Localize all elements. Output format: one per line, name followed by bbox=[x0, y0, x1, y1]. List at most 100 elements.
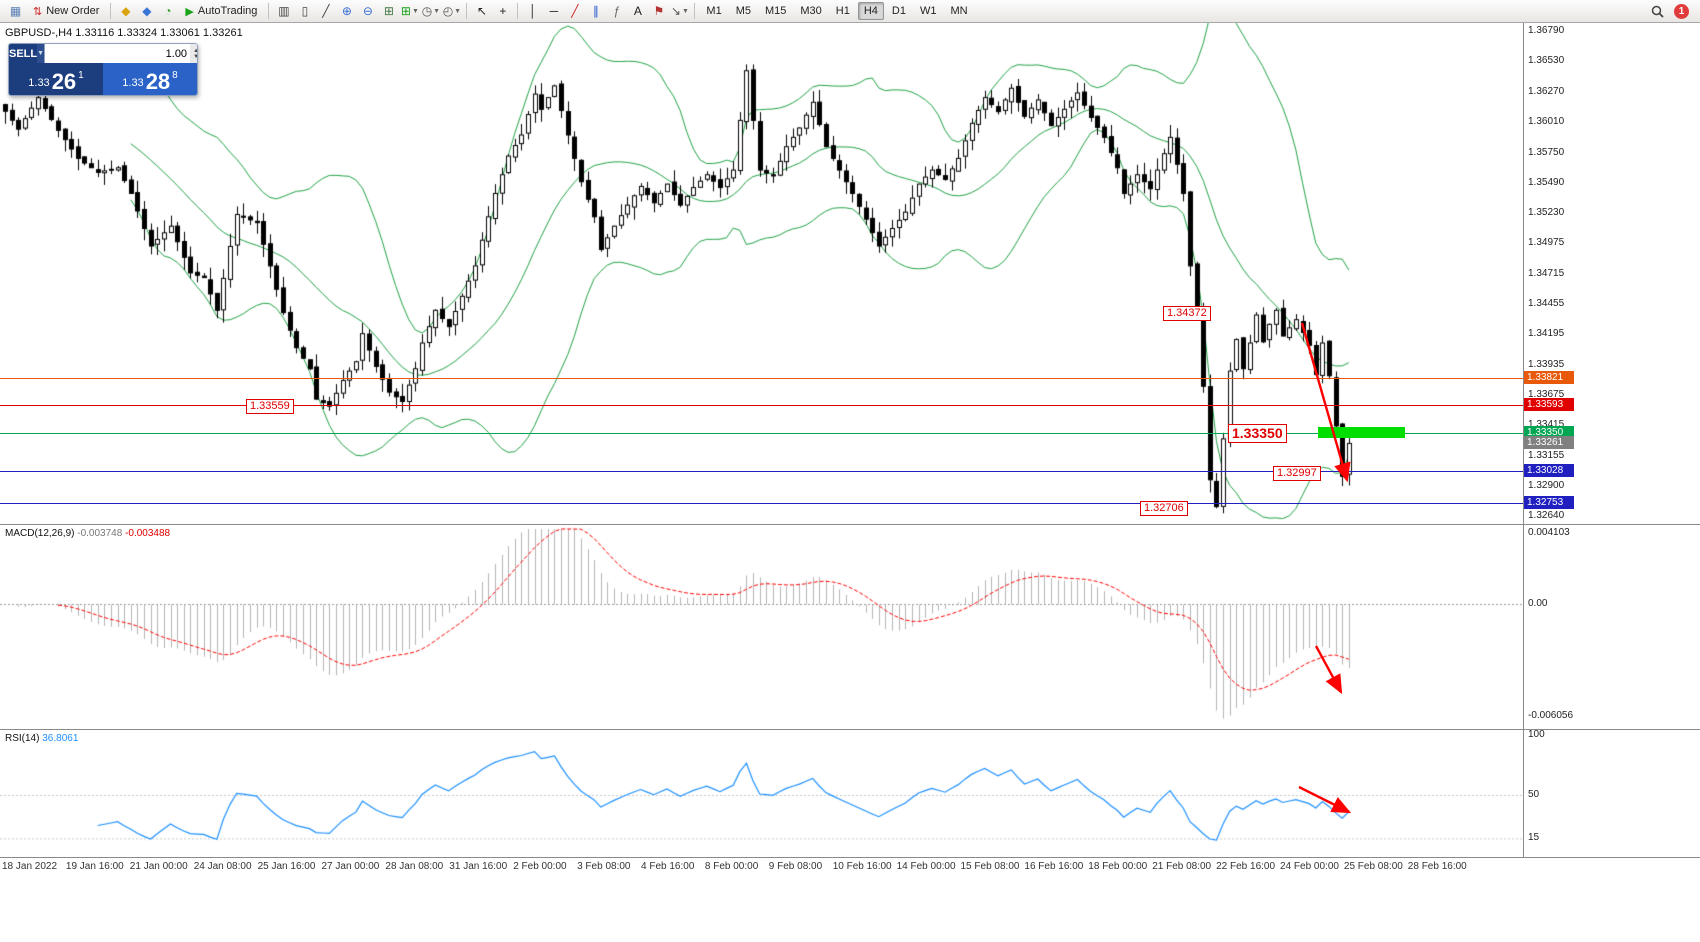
line-chart-icon[interactable]: ╱ bbox=[315, 2, 336, 21]
price-axis-label: 1.36270 bbox=[1528, 85, 1565, 97]
price-level-line[interactable] bbox=[0, 405, 1523, 406]
sell-button[interactable]: SELL bbox=[9, 44, 38, 63]
chevron-down-icon: ▼ bbox=[411, 7, 419, 15]
buy-price-point: 8 bbox=[172, 70, 178, 81]
cursor-icon[interactable]: ↖ bbox=[471, 2, 492, 21]
time-axis-label: 14 Feb 00:00 bbox=[896, 861, 956, 872]
search-icon[interactable] bbox=[1647, 2, 1668, 21]
equidistant-channel-icon[interactable]: ∥ bbox=[585, 2, 606, 21]
sell-price-figure: 1.33 bbox=[28, 77, 50, 89]
timeframe-h4[interactable]: H4 bbox=[857, 2, 884, 20]
buy-price-button[interactable]: 1.33 28 8 bbox=[103, 63, 197, 95]
price-callout-label[interactable]: 1.34372 bbox=[1163, 306, 1211, 321]
price-callout-label[interactable]: 1.32706 bbox=[1140, 501, 1188, 516]
price-level-tag: 1.33350 bbox=[1524, 426, 1574, 440]
price-callout-label[interactable]: 1.33350 bbox=[1228, 424, 1287, 443]
text-icon: A bbox=[633, 4, 642, 18]
new-chart-button[interactable]: ⊞ ▼ bbox=[399, 2, 420, 21]
vertical-line-icon: │ bbox=[529, 4, 537, 18]
autotrading-button[interactable]: ▶ AutoTrading bbox=[178, 2, 264, 21]
equidistant-channel-icon: ∥ bbox=[592, 4, 599, 18]
rsi-value: 36.8061 bbox=[42, 733, 79, 744]
profiles-icon[interactable]: ◷ ▼ bbox=[420, 2, 441, 21]
time-axis-label: 18 Jan 2022 bbox=[2, 861, 58, 872]
time-axis-label: 4 Feb 16:00 bbox=[641, 861, 695, 872]
toolbar-icons: ▦ ⇅ New Order ◆ ◆ ◔ ▶ AutoTrading ▥ ▯ ╱ ⊕ ⊖ ⊞ ⊞ ▼ ◷ ▼ ◴ ▼ ↖ +… bbox=[5, 2, 699, 21]
chart-window-icon[interactable]: ▦ bbox=[5, 2, 26, 21]
candlestick-chart-icon[interactable]: ▯ bbox=[294, 2, 315, 21]
highlight-zone[interactable] bbox=[1318, 427, 1405, 438]
time-axis-label: 22 Feb 16:00 bbox=[1216, 861, 1276, 872]
rsi-axis-label: 15 bbox=[1528, 832, 1540, 843]
price-level-line[interactable] bbox=[0, 378, 1523, 379]
price-level-tag: 1.33821 bbox=[1524, 370, 1574, 384]
notification-badge[interactable]: 1 bbox=[1674, 3, 1689, 19]
buy-price-pips: 28 bbox=[145, 69, 171, 94]
price-axis-label: 1.35490 bbox=[1528, 176, 1565, 188]
chevron-down-icon: ▼ bbox=[433, 7, 441, 15]
price-level-line[interactable] bbox=[0, 433, 1523, 434]
price-axis-label: 1.33935 bbox=[1528, 358, 1565, 370]
time-axis-label: 3 Feb 08:00 bbox=[577, 861, 631, 872]
one-click-trading-panel: SELL ▼ ▲▼ BUY 1.33 26 1 1.33 28 8 bbox=[8, 43, 198, 96]
vertical-line-icon[interactable]: │ bbox=[522, 2, 543, 21]
price-level-line[interactable] bbox=[0, 503, 1523, 504]
price-axis-label: 1.33675 bbox=[1528, 389, 1565, 401]
rsi-axis-label: 50 bbox=[1528, 789, 1540, 800]
time-axis-label: 25 Feb 08:00 bbox=[1343, 861, 1403, 872]
text-icon[interactable]: A bbox=[627, 2, 648, 21]
expert-advisors-icon: ◆ bbox=[121, 4, 131, 18]
time-axis-separator bbox=[0, 857, 1700, 858]
fibonacci-icon[interactable]: ƒ bbox=[606, 2, 627, 21]
tile-windows-icon[interactable]: ⊞ bbox=[378, 2, 399, 21]
timeframe-m30[interactable]: M30 bbox=[800, 5, 822, 17]
timeframe-h1[interactable]: H1 bbox=[835, 5, 850, 17]
time-axis-label: 21 Feb 08:00 bbox=[1152, 861, 1212, 872]
macd-axis-label: -0.006056 bbox=[1528, 710, 1574, 721]
time-axis-label: 28 Jan 08:00 bbox=[385, 861, 444, 872]
lot-size-input[interactable] bbox=[45, 44, 191, 63]
oct-options-dropdown-icon[interactable]: ▼ bbox=[37, 44, 45, 63]
price-callout-label[interactable]: 1.33559 bbox=[246, 399, 294, 414]
macd-title: MACD(12,26,9) -0.003748 -0.003488 bbox=[5, 528, 171, 539]
arrows-tool-icon[interactable]: ↘ ▼ bbox=[669, 2, 690, 21]
price-level-line[interactable] bbox=[0, 471, 1523, 472]
chart-window-icon: ▦ bbox=[9, 4, 22, 18]
label-icon[interactable]: ⚑ bbox=[648, 2, 669, 21]
toolbar-separator bbox=[268, 3, 270, 19]
templates-icon[interactable]: ◴ ▼ bbox=[441, 2, 462, 21]
trendline-icon: ╱ bbox=[571, 4, 579, 18]
time-axis-label: 2 Feb 00:00 bbox=[513, 861, 567, 872]
metaeditor-icon[interactable]: ◆ bbox=[136, 2, 157, 21]
trendline-icon[interactable]: ╱ bbox=[564, 2, 585, 21]
price-axis-label: 1.32900 bbox=[1528, 479, 1565, 491]
zoom-in-icon: ⊕ bbox=[341, 4, 352, 18]
sell-price-button[interactable]: 1.33 26 1 bbox=[9, 63, 103, 95]
new-chart-button: ⊞ bbox=[400, 4, 411, 18]
timeframe-m1[interactable]: M1 bbox=[706, 5, 722, 17]
main-macd-separator[interactable] bbox=[0, 524, 1700, 525]
horizontal-line-icon[interactable]: ─ bbox=[543, 2, 564, 21]
crosshair-icon[interactable]: + bbox=[492, 2, 513, 21]
bar-chart-icon[interactable]: ▥ bbox=[273, 2, 294, 21]
lot-spinner[interactable]: ▲▼ bbox=[190, 44, 197, 63]
current-price-tag: 1.33261 bbox=[1524, 436, 1574, 450]
price-chart-canvas[interactable] bbox=[0, 23, 1524, 857]
new-order-button[interactable]: ⇅ New Order bbox=[26, 2, 106, 21]
macd-axis-label: 0.004103 bbox=[1528, 527, 1570, 538]
time-axis-label: 24 Feb 00:00 bbox=[1280, 861, 1339, 872]
time-axis-label: 28 Feb 16:00 bbox=[1407, 861, 1467, 872]
timeframe-d1[interactable]: D1 bbox=[891, 5, 906, 17]
zoom-out-icon[interactable]: ⊖ bbox=[357, 2, 378, 21]
time-axis-label: 19 Jan 16:00 bbox=[65, 861, 124, 872]
price-callout-label[interactable]: 1.32997 bbox=[1273, 466, 1321, 481]
timeframe-w1[interactable]: W1 bbox=[919, 5, 937, 17]
timeframe-mn[interactable]: MN bbox=[950, 5, 968, 17]
timeframe-m15[interactable]: M15 bbox=[764, 5, 787, 17]
expert-advisors-icon[interactable]: ◆ bbox=[115, 2, 136, 21]
zoom-in-icon[interactable]: ⊕ bbox=[336, 2, 357, 21]
refresh-icon[interactable]: ◔ bbox=[157, 2, 178, 21]
macd-rsi-separator[interactable] bbox=[0, 729, 1700, 730]
price-axis-label: 1.34195 bbox=[1528, 328, 1565, 340]
timeframe-m5[interactable]: M5 bbox=[735, 5, 751, 17]
